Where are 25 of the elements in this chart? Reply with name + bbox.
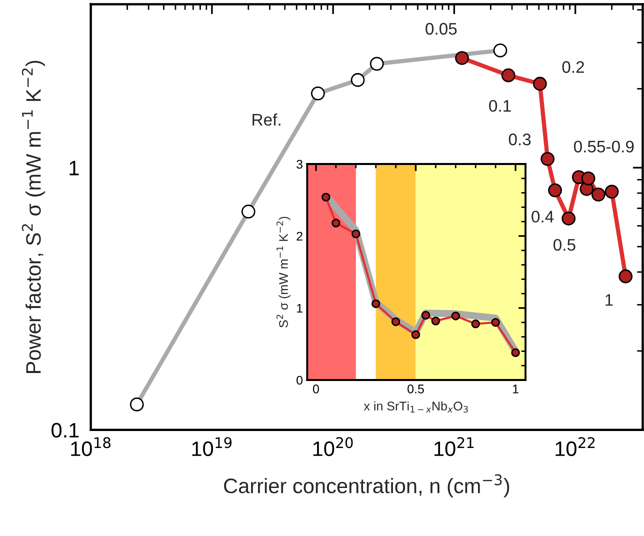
x-tick-label: 10$^{18}$	[71, 437, 110, 456]
annotation: 0.55-0.9	[574, 140, 634, 152]
annotation: 0.3	[508, 134, 531, 146]
annotation: 1	[606, 294, 613, 306]
x-tick-label: 0.5	[408, 384, 424, 394]
y-tick-label: 0	[296, 376, 303, 385]
x-tick-label: 0	[312, 384, 319, 394]
annotation: 0.4	[532, 210, 554, 223]
x-tick-label: 10$^{20}$	[313, 437, 353, 456]
x-tick-label: 10$^{19}$	[192, 437, 232, 456]
annotation: Ref.	[252, 113, 280, 126]
annotation: 0.5	[554, 238, 576, 251]
y-tick-label: 1	[297, 304, 302, 313]
y-tick-label: 2	[296, 232, 302, 241]
x-tick-label: 10$^{21}$	[434, 437, 474, 456]
annotation: 0.05	[426, 22, 457, 35]
annotation: 0.2	[562, 61, 584, 73]
y-tick-label: 3	[296, 160, 302, 169]
y-axis-title: Power factor, S$^{2}$ σ (mW m$^{−1}$ K$^{−2}$)	[22, 60, 45, 373]
y-axis-title: S$^{2}$ σ (mW m$^{−1}$ K$^{−2}$)	[276, 216, 290, 328]
x-axis-title: Carrier concentration, n (cm$^{−3}$)	[224, 474, 510, 498]
x-axis-title: x in SrTi$_{1−x}$Nb$_{x}$O$_{3}$	[364, 401, 468, 413]
annotation: 0.1	[489, 100, 511, 112]
x-tick-label: 1	[513, 384, 518, 394]
x-tick-label: 10$^{22}$	[556, 437, 595, 456]
